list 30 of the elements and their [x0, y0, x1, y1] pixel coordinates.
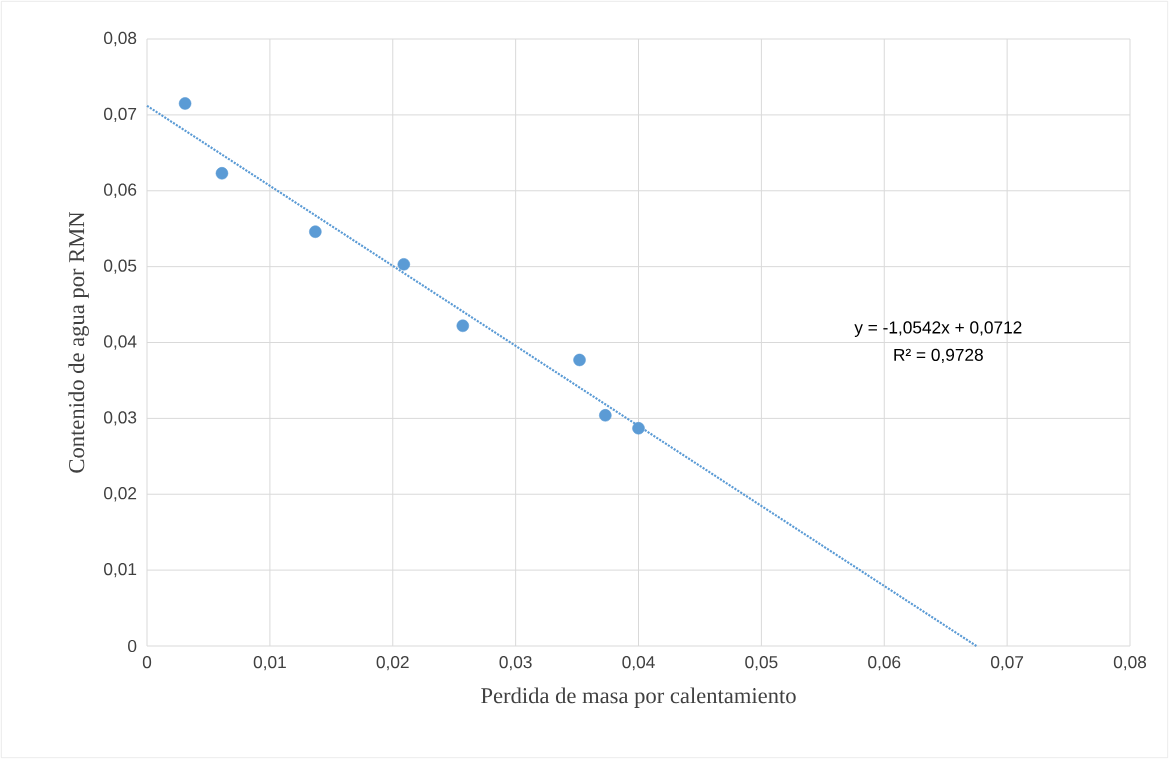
y-tick-label: 0,01: [104, 562, 137, 578]
x-tick-label: 0,01: [253, 656, 286, 671]
point: [215, 167, 229, 180]
x-tick-label: 0: [142, 656, 152, 669]
y-tick-label: 0,02: [104, 487, 137, 502]
y-tick-label: 0,04: [104, 335, 137, 350]
point: [456, 319, 470, 333]
x-tick-label: 0,03: [499, 656, 532, 671]
y-tick-label: 0,03: [104, 411, 137, 426]
annotation: y = -1,0542x + 0,0712: [854, 321, 1022, 337]
x-tick-label: 0,07: [991, 656, 1024, 671]
point: [397, 258, 411, 271]
x-tick-label: 0,08: [1113, 656, 1147, 671]
x-tick-label: 0,02: [376, 656, 409, 671]
y-tick-label: 0,05: [104, 259, 137, 274]
y-tick-label: 0,07: [104, 107, 137, 123]
y-tick-label: 0: [128, 639, 137, 653]
y-tick-label: 0,06: [104, 183, 137, 198]
point: [309, 225, 322, 238]
y-axis-title: Contenido de agua por RMN: [68, 211, 89, 473]
annotation: R² = 0,9728: [894, 348, 983, 363]
point: [573, 353, 586, 367]
y-tick-label: 0,08: [104, 31, 137, 47]
point: [632, 421, 645, 435]
x-tick-label: 0,06: [868, 656, 901, 671]
x-axis-title: Perdida de masa por calentamiento: [481, 687, 796, 708]
point: [178, 97, 192, 110]
point: [599, 409, 612, 422]
x-tick-label: 0,05: [745, 656, 778, 671]
x-tick-label: 0,04: [622, 656, 655, 671]
